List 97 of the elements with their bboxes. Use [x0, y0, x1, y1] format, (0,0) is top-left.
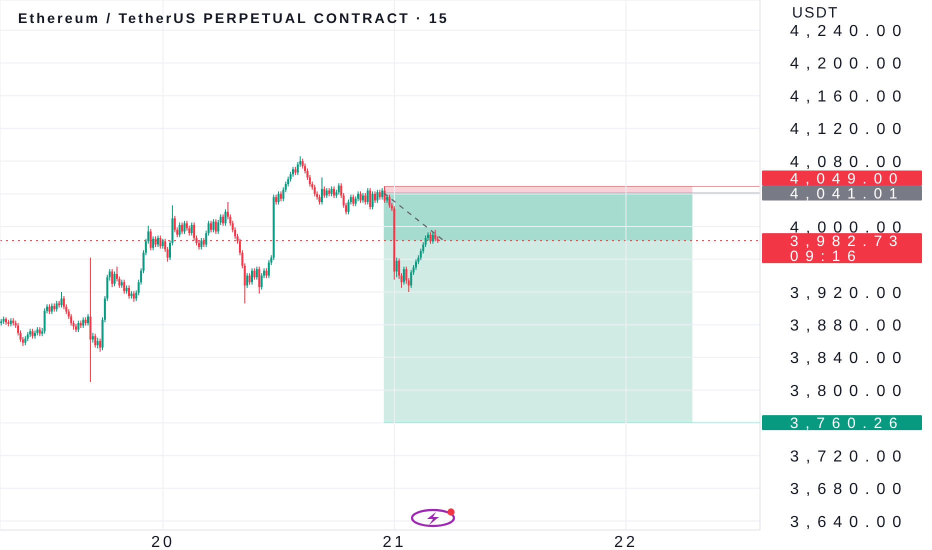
- candlestick: [250, 268, 253, 286]
- candlestick: [258, 266, 260, 294]
- candlestick: [326, 188, 328, 198]
- candlestick: [87, 314, 90, 326]
- candlestick: [186, 220, 188, 232]
- x-tick-label: 22: [614, 534, 638, 550]
- candlestick: [388, 194, 390, 208]
- y-tick-label: 3,920.00: [790, 284, 908, 302]
- candlestick: [96, 337, 99, 349]
- candlestick: [62, 296, 65, 310]
- candlestick: [253, 268, 256, 280]
- candlestick: [372, 190, 374, 210]
- candlestick: [183, 220, 186, 234]
- candlestick: [248, 272, 251, 286]
- candlestick: [330, 186, 333, 197]
- candlestick: [265, 268, 268, 279]
- candlestick: [82, 316, 84, 328]
- candlestick: [410, 269, 412, 288]
- y-tick-label: 3,880.00: [790, 317, 908, 334]
- candlestick: [156, 235, 159, 248]
- candlestick: [132, 290, 135, 302]
- candlestick: [152, 236, 154, 251]
- candlestick: [111, 268, 114, 288]
- candlestick: [246, 272, 248, 288]
- candlestick: [378, 189, 381, 200]
- y-tick-label: 4,080.00: [790, 154, 908, 171]
- y-tick-label: 4,240.00: [790, 23, 908, 40]
- candlestick: [332, 186, 335, 198]
- candlestick: [210, 220, 212, 233]
- candlestick: [364, 192, 366, 205]
- y-tick-label: 3,640.00: [790, 514, 908, 531]
- candlestick: [314, 184, 316, 197]
- y-tick-label: 4,200.00: [790, 56, 908, 73]
- candlestick: [178, 222, 181, 238]
- candlestick: [50, 302, 53, 315]
- candlestick: [278, 190, 280, 205]
- candlestick: [44, 308, 46, 334]
- candlestick: [77, 320, 80, 333]
- candlestick: [190, 222, 193, 236]
- ref-line-label: 4,041.01: [790, 185, 904, 202]
- candlestick: [89, 257, 92, 382]
- candlestick: [280, 190, 282, 202]
- candlestick: [32, 328, 34, 340]
- candlestick: [214, 218, 217, 234]
- candlestick: [212, 218, 214, 233]
- candlestick: [381, 188, 384, 200]
- candlestick: [256, 266, 258, 280]
- candlestick: [323, 186, 326, 198]
- candlestick: [362, 192, 364, 204]
- x-tick-label: 20: [151, 534, 175, 550]
- candlestick: [92, 332, 94, 344]
- candlestick: [320, 176, 323, 205]
- x-tick-label: 21: [382, 534, 406, 550]
- candlestick: [224, 208, 226, 226]
- candlestick: [200, 238, 202, 250]
- candlestick: [99, 338, 102, 352]
- y-tick-label: 3,840.00: [790, 350, 908, 368]
- candlestick: [128, 284, 130, 300]
- candlestick: [48, 304, 50, 315]
- ref-line-label: 3,760.26: [790, 415, 904, 432]
- candlestick: [275, 194, 278, 205]
- candlestick: [376, 189, 378, 204]
- candlestick: [352, 194, 354, 207]
- candlestick: [402, 266, 405, 286]
- candlestick: [162, 238, 164, 250]
- text: Ethereum / TetherUS PERPETUAL CONTRACT · 15: [18, 10, 449, 26]
- candlestick: [56, 300, 58, 312]
- candlestick: [434, 229, 436, 242]
- candlestick: [432, 232, 434, 244]
- candlestick: [60, 291, 62, 308]
- candlestick: [181, 222, 184, 234]
- candlestick: [357, 190, 360, 202]
- y-tick-label: 4,160.00: [790, 88, 908, 106]
- y-tick-label: 4,120.00: [790, 121, 908, 138]
- candlestick: [222, 214, 224, 226]
- text: 09:16: [790, 248, 863, 266]
- candlestick: [114, 271, 116, 287]
- candlestick: [338, 182, 340, 196]
- candlestick: [396, 257, 398, 278]
- candlestick: [366, 188, 369, 205]
- ref-line-label: 4,049.00: [790, 170, 904, 188]
- candlestick: [260, 272, 263, 290]
- candlestick: [360, 190, 362, 204]
- candlestick: [354, 196, 357, 207]
- candlestick: [174, 215, 176, 233]
- candlestick: [188, 225, 190, 236]
- candlestick: [290, 171, 292, 182]
- candlestick: [123, 279, 126, 294]
- y-tick-label: 3,800.00: [790, 382, 908, 400]
- candlestick: [292, 166, 294, 178]
- candlestick: [369, 188, 372, 210]
- candlestick: [374, 190, 376, 204]
- y-tick-label: 3,720.00: [790, 448, 908, 466]
- candlestick: [318, 194, 321, 205]
- candlestick: [94, 333, 96, 348]
- y-tick-label: 3,680.00: [790, 481, 908, 498]
- y-axis-title: USDT: [792, 4, 839, 22]
